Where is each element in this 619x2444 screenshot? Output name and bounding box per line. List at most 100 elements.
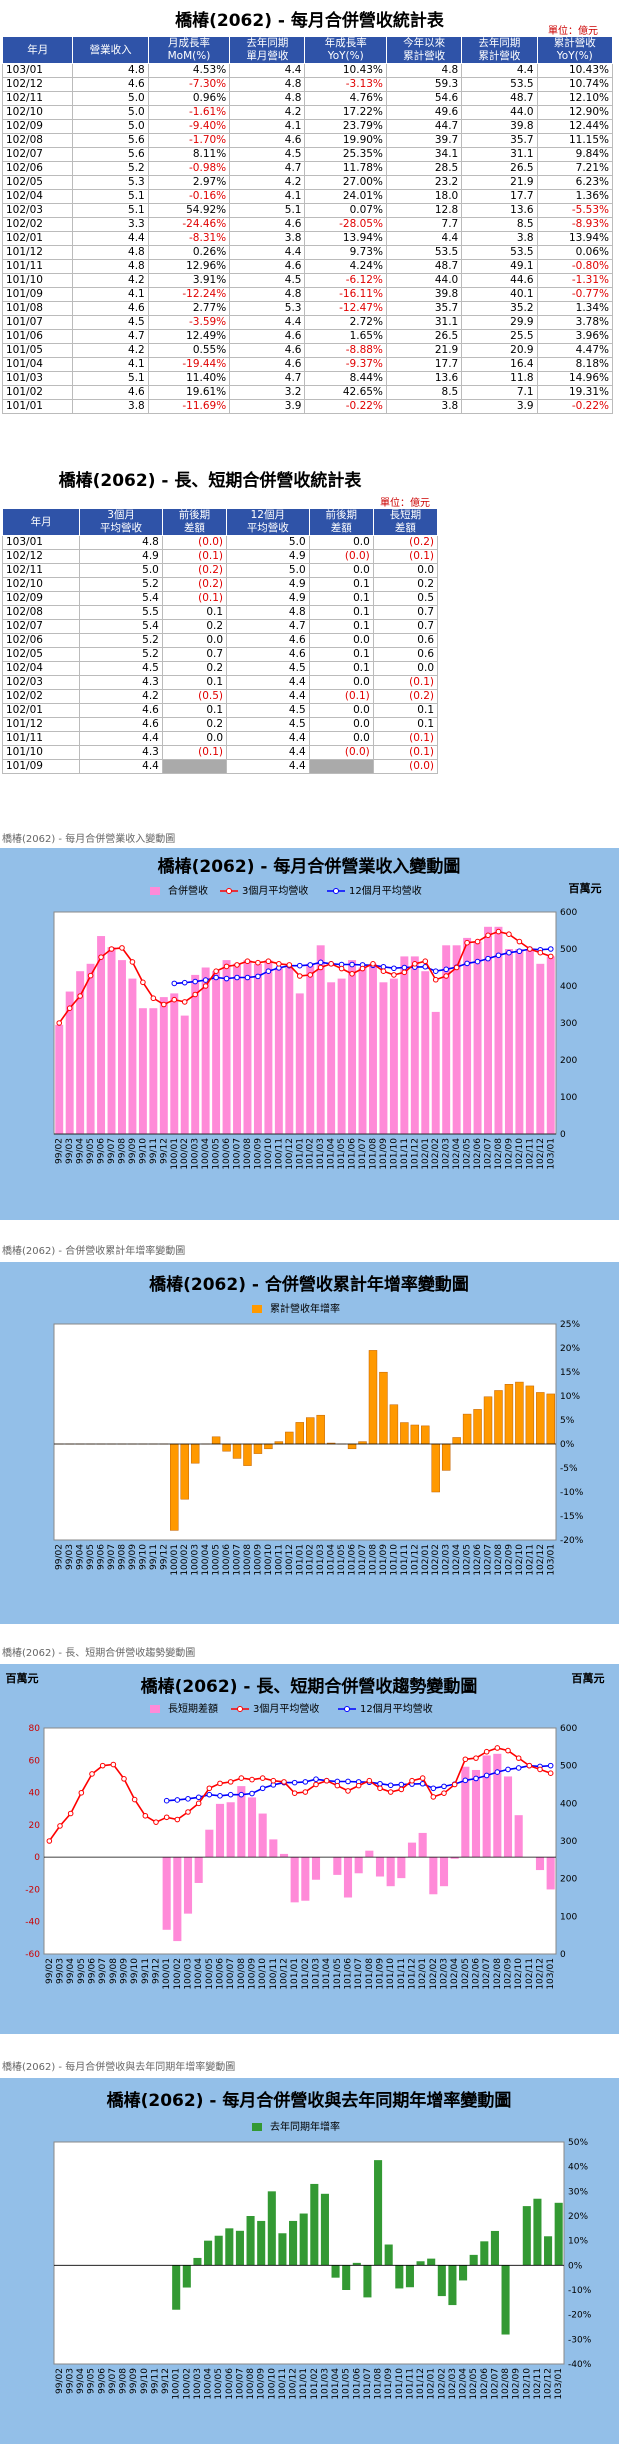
table-cell: 1.65% [304, 329, 387, 344]
table-cell: 4.3 [79, 675, 163, 690]
long-short-diff-bar [247, 1797, 257, 1858]
table-cell: (0.2) [372, 535, 439, 550]
x-tick-label: 102/02 [437, 2368, 447, 2400]
legend-label: 12個月平均營收 [349, 884, 422, 897]
cumulative-yoy-bar [243, 1443, 252, 1466]
table-row: 101/04 4.1 -19.44% 4.6 -9.37% 17.7 16.4 8.18% [1, 357, 614, 372]
revenue-bar [107, 947, 116, 1134]
table-cell: 12.8 [385, 203, 463, 218]
y-tick-label: -20% [560, 1536, 584, 1546]
revenue-bar [348, 960, 357, 1134]
avg12-point [391, 965, 397, 972]
x-tick-label: 103/01 [554, 2368, 564, 2400]
table-cell: 4.8 [72, 259, 149, 274]
monthly-yoy-bar [267, 2191, 276, 2266]
avg12-point [313, 1776, 319, 1783]
table-cell: 4.9 [79, 549, 163, 564]
x-tick-label: 100/10 [267, 2368, 277, 2400]
table-row: 103/01 4.8 4.53% 4.4 10.43% 4.8 4.4 10.43% [1, 63, 614, 78]
table-cell: 40.1 [461, 287, 538, 302]
table-header-row: 年月 3個月 平均營收 前後期 差額 12個月 平均營收 前後期 差額 長短期 差額 [1, 508, 439, 536]
x-tick-label: 101/08 [374, 2368, 384, 2400]
long-short-diff-bar [365, 1850, 374, 1858]
avg3-point [464, 939, 470, 946]
avg12-point [174, 1797, 181, 1803]
avg3-point [174, 1816, 181, 1823]
x-tick-label: 99/08 [119, 2368, 129, 2394]
avg12-point [349, 961, 355, 968]
x-tick-label: 102/12 [544, 2368, 554, 2400]
avg12-point [464, 960, 470, 967]
table-cell: 4.2 [229, 175, 306, 190]
table-row: 102/09 5.4 (0.1) 4.9 0.1 0.5 [1, 591, 439, 606]
avg3-point [255, 959, 261, 966]
table-cell: -8.31% [147, 231, 231, 246]
x-tick-label: 100/02 [173, 1958, 183, 1990]
table-cell: 4.4 [229, 63, 306, 78]
avg3-point [87, 972, 94, 979]
x-tick-label: 100/09 [253, 1544, 263, 1576]
x-tick-label: 100/05 [212, 1138, 222, 1170]
avg3-point [473, 1755, 479, 1761]
avg3-point [142, 1812, 149, 1819]
avg3-point [163, 1814, 170, 1821]
y-tick-label: 30% [568, 2187, 588, 2197]
x-tick-label: 99/03 [65, 2368, 75, 2394]
x-tick-label: 100/06 [225, 2368, 235, 2400]
revenue-bar [253, 963, 262, 1134]
table-cell: 2.77% [147, 301, 231, 316]
x-tick-label: 99/03 [65, 1138, 75, 1164]
plot-area [53, 2141, 565, 2365]
table-cell: 0.0 [308, 717, 374, 732]
table-cell: 54.6 [385, 91, 463, 106]
avg12-point [234, 974, 240, 981]
table-cell: 0.2 [161, 717, 228, 732]
table-cell: 0.0 [161, 633, 228, 648]
cumulative-yoy-bar [483, 1396, 493, 1445]
table-row: 102/01 4.6 0.1 4.5 0.0 0.1 [1, 703, 439, 718]
x-tick-label: 101/06 [352, 2368, 362, 2400]
avg3-point [78, 1789, 85, 1796]
avg3-point [291, 1790, 298, 1796]
legend-label: 3個月平均營收 [242, 884, 308, 897]
table-cell: 1.34% [536, 301, 614, 316]
y-tick-label: 40 [29, 1789, 41, 1799]
x-tick-label: 102/10 [515, 1544, 525, 1576]
table-cell: 29.9 [461, 315, 538, 330]
avg12-point [494, 1769, 501, 1775]
avg3-point [185, 1809, 191, 1815]
x-tick-label: 101/06 [344, 1958, 354, 1990]
row-month-cell: 102/06 [1, 161, 74, 176]
table-cell: -16.11% [304, 287, 387, 302]
table-cell: 0.1 [161, 703, 228, 718]
revenue-bar [212, 971, 221, 1134]
x-tick-label: 99/10 [130, 1958, 140, 1984]
row-month-cell: 101/06 [1, 329, 74, 344]
avg3-point [483, 1748, 490, 1755]
y-tick-label: 15% [560, 1368, 580, 1378]
monthly-yoy-bar [278, 2233, 287, 2266]
revenue-bar [65, 991, 74, 1134]
revenue-bar [149, 1008, 158, 1134]
avg3-point [462, 1756, 469, 1763]
x-tick-label: 102/09 [504, 1138, 514, 1170]
monthly-yoy-bar [395, 2265, 404, 2289]
y-tick-label: 40% [568, 2163, 588, 2173]
chart1-panel: 橋椿(2062) - 每月合併營業收入變動圖 百萬元 合併營收 3個月平均營收 12個月… [0, 848, 619, 1220]
revenue-bar [97, 936, 106, 1134]
x-tick-label: 100/09 [257, 2368, 267, 2400]
table-cell: -1.70% [147, 133, 231, 148]
avg12-point [345, 1778, 351, 1785]
avg3-point [409, 1777, 415, 1784]
cumulative-yoy-bar [546, 1393, 555, 1445]
x-tick-label: 102/06 [473, 1544, 483, 1576]
x-tick-label: 101/10 [389, 1138, 399, 1170]
x-tick-label: 100/09 [253, 1138, 263, 1170]
avg3-point [206, 1785, 213, 1792]
x-tick-label: 99/11 [149, 1544, 159, 1570]
avg12-point [515, 1765, 522, 1771]
x-tick-label: 101/11 [397, 1958, 407, 1990]
x-tick-label: 101/12 [410, 1544, 420, 1576]
table-cell: 28.5 [385, 161, 463, 176]
table-cell: 0.0 [161, 731, 228, 746]
